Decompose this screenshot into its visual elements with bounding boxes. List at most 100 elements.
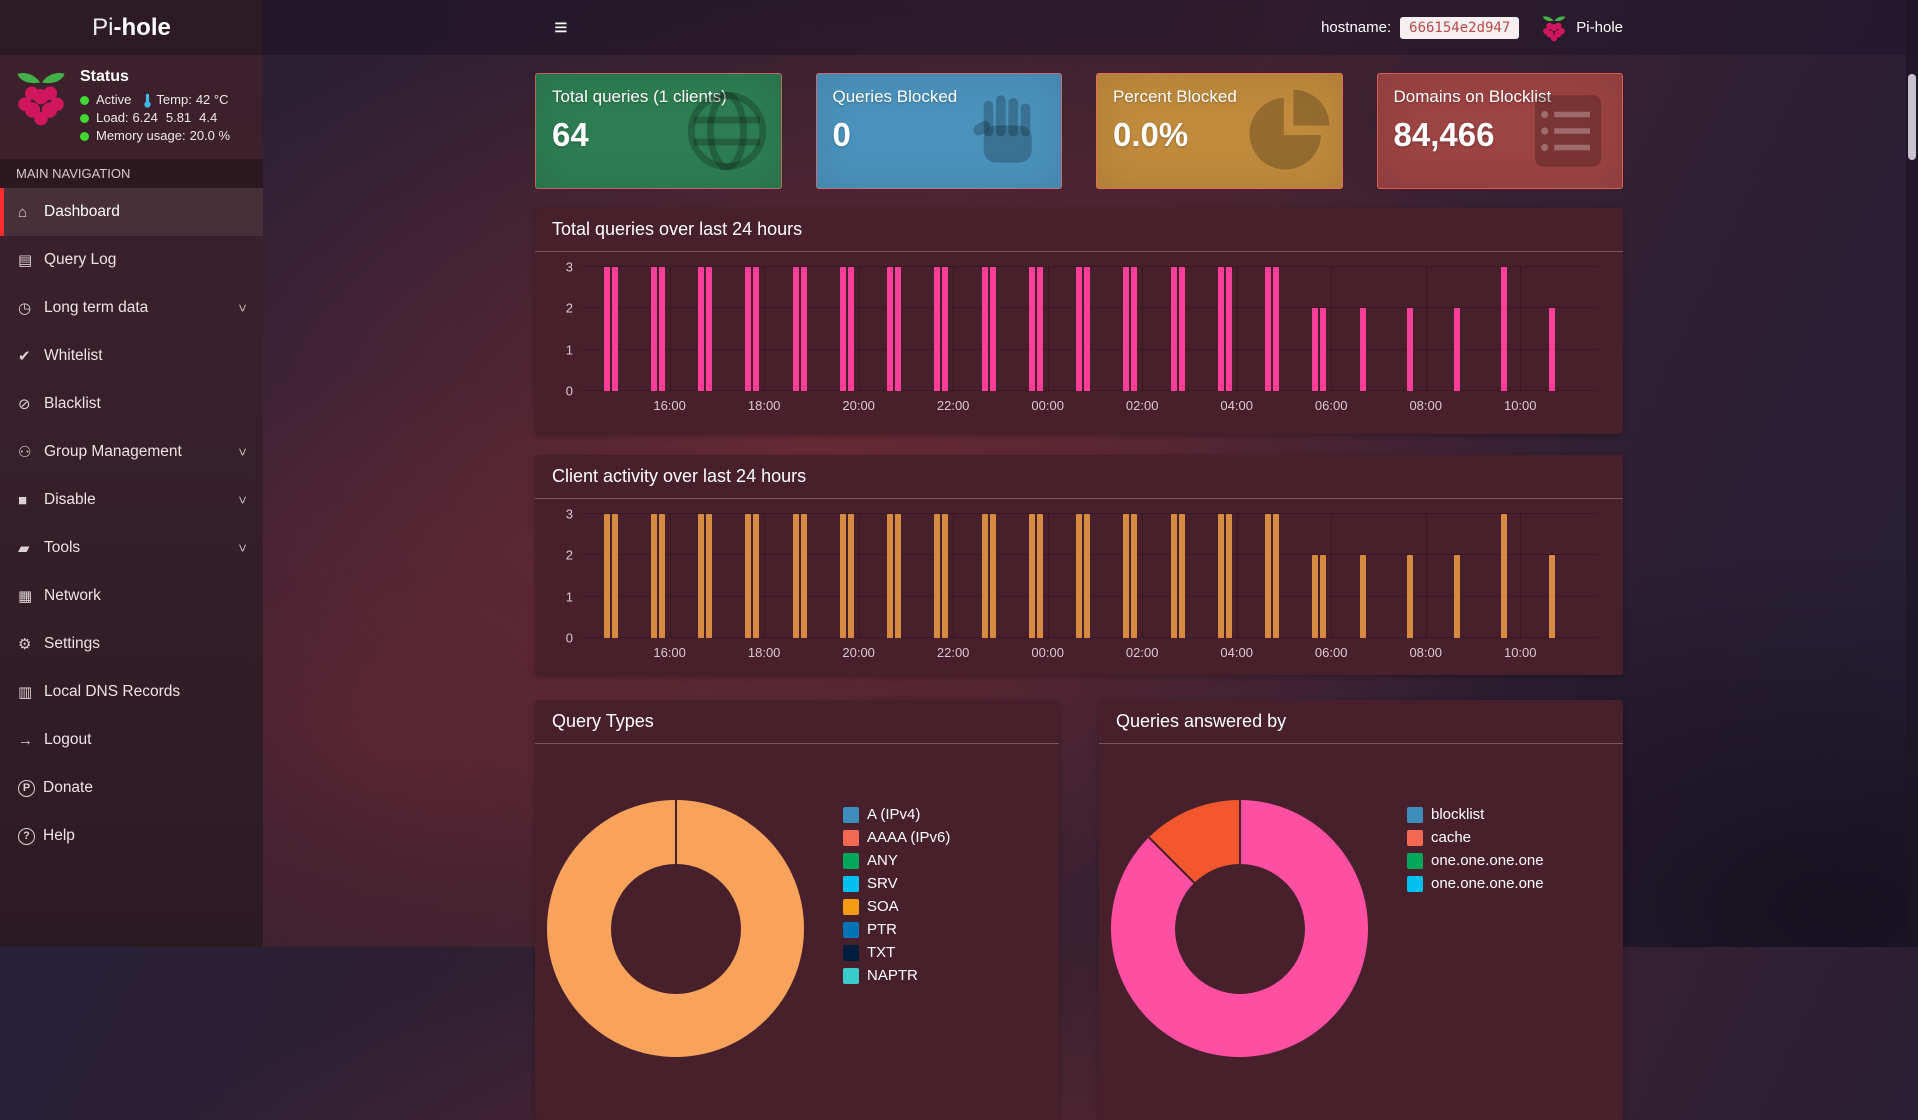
- x-tick-label: 08:00: [1409, 398, 1442, 413]
- chart-bar: [753, 267, 760, 391]
- load-value-5: 5.81: [165, 110, 192, 125]
- chart-bar: [611, 514, 618, 638]
- v-gridline: [1425, 267, 1427, 391]
- chart-bar: [792, 514, 799, 638]
- donut-hole: [610, 863, 741, 994]
- stat-card-title: Percent Blocked: [1113, 87, 1237, 106]
- chart-bar: [745, 514, 752, 638]
- hostname-value: 666154e2d947: [1400, 16, 1520, 39]
- chart-bar: [650, 514, 657, 638]
- sidebar-item-label: Tools: [44, 539, 81, 556]
- chart-bar: [611, 267, 618, 391]
- sidebar-item-local-dns-records[interactable]: ▥ Local DNS Records: [0, 668, 263, 716]
- chart-bar: [603, 267, 610, 391]
- status-dot-icon: [80, 95, 89, 105]
- chevron-down-icon: >: [234, 543, 251, 553]
- stat-card-title: Total queries (1 clients): [552, 87, 727, 106]
- x-tick-label: 20:00: [842, 645, 875, 660]
- legend-item[interactable]: blocklist: [1407, 806, 1544, 823]
- sidebar-item-disable[interactable]: ■ Disable >: [0, 476, 263, 524]
- v-gridline: [1047, 267, 1049, 391]
- sidebar-item-long-term-data[interactable]: ◷ Long term data >: [0, 284, 263, 332]
- stop-icon: ■: [18, 491, 28, 509]
- status-text: Status Active Temp: 42 °C Load: 6.24 5.8…: [80, 68, 230, 145]
- x-tick-label: 16:00: [653, 645, 686, 660]
- pihole-logo: [14, 68, 68, 145]
- load-value-15: 4.4: [199, 110, 218, 125]
- v-gridline: [669, 514, 671, 638]
- sidebar-item-tools[interactable]: ▰ Tools >: [0, 524, 263, 572]
- legend-item[interactable]: NAPTR: [843, 967, 950, 984]
- legend-label: SOA: [867, 898, 899, 915]
- v-gridline: [953, 267, 955, 391]
- legend-item[interactable]: AAAA (IPv6): [843, 829, 950, 846]
- sidebar-item-label: Network: [44, 587, 101, 604]
- sidebar-item-label: Long term data: [44, 299, 149, 316]
- h-gridline: [583, 348, 1599, 350]
- sidebar-item-whitelist[interactable]: ✔ Whitelist: [0, 332, 263, 380]
- legend-item[interactable]: A (IPv4): [843, 806, 950, 823]
- x-tick-label: 18:00: [747, 645, 781, 660]
- x-tick-label: 06:00: [1314, 645, 1348, 660]
- clock-icon: ◷: [18, 300, 32, 317]
- legend-label: A (IPv4): [867, 806, 921, 823]
- queries-answered-donut[interactable]: [1111, 800, 1368, 1057]
- legend-item[interactable]: ANY: [843, 852, 950, 869]
- x-tick-label: 02:00: [1125, 398, 1159, 413]
- total-queries-chart: 0 1 2 3 16:00 18:00 20:00 22:00 00:00 02:00 04:00 0…: [535, 252, 1623, 422]
- chart-plot-area[interactable]: [583, 266, 1599, 391]
- stat-card-value: 84,466: [1393, 116, 1495, 153]
- chart-plot-area[interactable]: [583, 513, 1599, 638]
- y-tick-label: 1: [565, 589, 573, 605]
- y-tick-label: 3: [565, 506, 573, 522]
- sidebar-item-settings[interactable]: ⚙ Settings: [0, 620, 263, 668]
- ban-icon: ⊘: [18, 396, 31, 413]
- load-label: Load:: [96, 110, 129, 125]
- query-types-donut[interactable]: [547, 800, 804, 1057]
- sidebar-item-query-log[interactable]: ▤ Query Log: [0, 236, 263, 284]
- load-value-1: 6.24: [132, 110, 158, 125]
- legend-item[interactable]: SRV: [843, 875, 950, 892]
- chart-bar: [1312, 555, 1319, 638]
- chart-bar: [981, 514, 988, 638]
- h-gridline: [583, 637, 1599, 638]
- page-scrollbar[interactable]: [1906, 0, 1918, 947]
- y-axis: 0 1 2 3: [551, 260, 575, 399]
- sidebar-item-network[interactable]: ▦ Network: [0, 572, 263, 620]
- legend-item[interactable]: one.one.one.one: [1407, 875, 1544, 892]
- v-gridline: [764, 267, 766, 391]
- legend-item[interactable]: PTR: [843, 921, 950, 938]
- hamburger-icon[interactable]: ≡: [554, 14, 568, 40]
- legend-item[interactable]: one.one.one.one: [1407, 852, 1544, 869]
- donut-hole: [1174, 863, 1305, 994]
- legend-item[interactable]: SOA: [843, 898, 950, 915]
- stat-card-value: 0: [832, 116, 851, 153]
- x-tick-label: 10:00: [1503, 645, 1537, 660]
- sidebar-item-donate[interactable]: P Donate: [0, 764, 263, 812]
- bar-chart: 0 1 2 3 16:00 18:00 20:00 22:00 00:00 02:00 04:00 0…: [535, 252, 1623, 422]
- chevron-down-icon: >: [234, 495, 251, 505]
- scrollbar-thumb[interactable]: [1908, 74, 1916, 160]
- x-tick-label: 18:00: [747, 398, 781, 413]
- chart-bar: [1359, 555, 1366, 638]
- sidebar-item-group-management[interactable]: ⚇ Group Management >: [0, 428, 263, 476]
- sidebar-item-help[interactable]: ? Help: [0, 812, 263, 860]
- sidebar-item-blacklist[interactable]: ⊘ Blacklist: [0, 380, 263, 428]
- chart-bar: [1084, 514, 1091, 638]
- v-gridline: [1425, 514, 1427, 638]
- legend-label: one.one.one.one: [1431, 852, 1544, 869]
- legend-item[interactable]: cache: [1407, 829, 1544, 846]
- pihole-brand-link[interactable]: Pi-hole: [1576, 19, 1623, 36]
- chart-bar: [1312, 308, 1319, 391]
- v-gridline: [1236, 514, 1238, 638]
- logout-icon: →: [18, 731, 33, 749]
- folder-icon: ▰: [18, 540, 30, 557]
- legend-label: blocklist: [1431, 806, 1485, 823]
- chart-bar: [753, 514, 760, 638]
- status-line-load: Load: 6.24 5.81 4.4: [80, 109, 230, 127]
- chevron-down-icon: >: [234, 303, 251, 313]
- legend-swatch: [843, 829, 859, 846]
- sidebar-item-logout[interactable]: → Logout: [0, 716, 263, 764]
- sidebar-item-dashboard[interactable]: ⌂ Dashboard: [0, 188, 263, 236]
- chart-bar: [1406, 555, 1413, 638]
